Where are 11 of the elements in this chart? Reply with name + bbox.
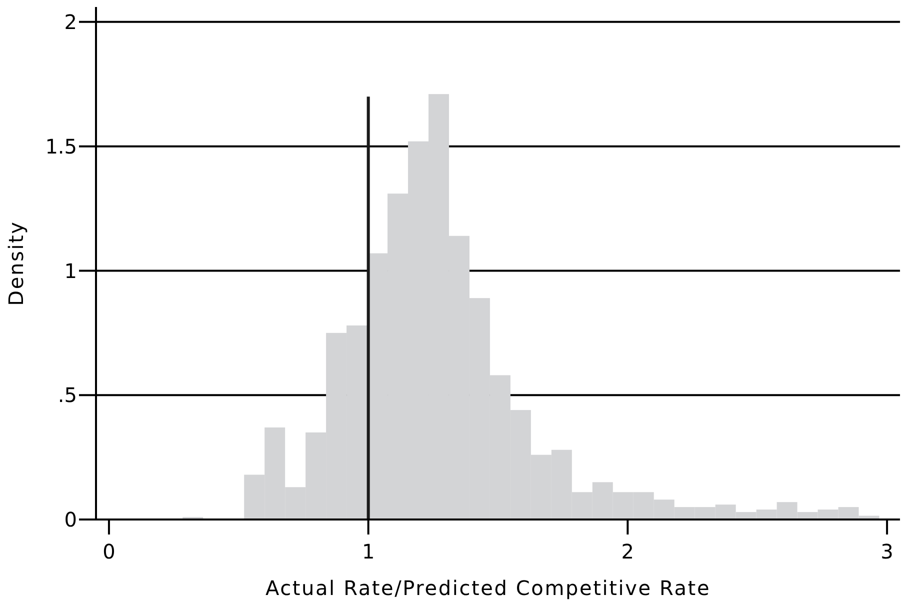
y-axis-title: Density — [4, 220, 28, 306]
x-tick-label: 3 — [880, 540, 894, 564]
x-axis-title: Actual Rate/Predicted Competitive Rate — [265, 576, 711, 600]
x-tick-label: 0 — [102, 540, 116, 564]
y-tick-label: 1 — [64, 258, 77, 283]
y-tick-label: .5 — [58, 383, 77, 408]
y-tick-label: 0 — [64, 508, 77, 532]
y-tick-label: 1.5 — [45, 134, 77, 158]
x-tick-label: 2 — [621, 540, 634, 564]
y-tick-label: 2 — [64, 10, 77, 34]
x-tick-label: 1 — [362, 540, 375, 564]
